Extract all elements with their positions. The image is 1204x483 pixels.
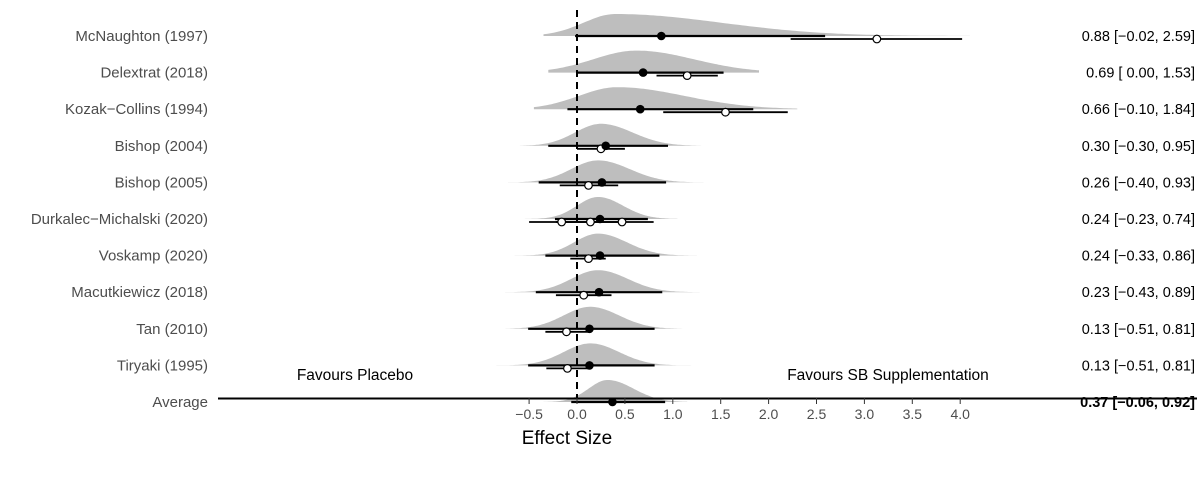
x-tick-label: 0.0 <box>567 406 587 422</box>
observed-point <box>872 34 882 44</box>
study-label: Voskamp (2020) <box>99 248 208 265</box>
observed-point <box>557 217 567 227</box>
estimate-label: 0.26 [−0.40, 0.93] <box>1082 175 1195 191</box>
posterior-point <box>585 324 594 334</box>
density-shape <box>548 50 759 73</box>
posterior-point <box>638 68 648 77</box>
posterior-point <box>635 104 645 114</box>
posterior-point <box>597 178 607 187</box>
x-tick-label: 1.0 <box>663 406 683 422</box>
density-shape <box>543 380 688 402</box>
study-label: Kozak−Collins (1994) <box>65 101 208 118</box>
posterior-point <box>595 214 605 224</box>
estimate-label: 0.66 [−0.10, 1.84] <box>1082 102 1195 118</box>
posterior-point <box>601 141 611 151</box>
estimate-label: 0.24 [−0.23, 0.74] <box>1082 212 1195 228</box>
posterior-point <box>585 361 594 370</box>
observed-point <box>563 364 572 373</box>
estimate-label: 0.88 [−0.02, 2.59] <box>1082 29 1195 45</box>
study-label: Durkalec−Michalski (2020) <box>31 211 208 228</box>
observed-point <box>584 180 593 190</box>
density-layer <box>495 14 970 402</box>
density-shape <box>543 14 970 36</box>
x-tick-label: 3.0 <box>855 406 875 422</box>
density-shape <box>514 233 697 256</box>
x-tick-label: 2.5 <box>807 406 827 422</box>
study-label: Tan (2010) <box>136 321 208 338</box>
x-tick-label: −0.5 <box>515 406 543 422</box>
observed-point <box>579 290 589 300</box>
study-label: Tiryaki (1995) <box>117 357 208 374</box>
x-tick-label: 3.5 <box>903 406 923 422</box>
study-labels: McNaughton (1997) Delextrat (2018) Kozak−C… <box>31 28 208 411</box>
favours-sb-annotation: Favours SB Supplementation <box>787 367 989 384</box>
study-label: Average <box>152 394 208 411</box>
study-label: Bishop (2004) <box>115 138 208 155</box>
observed-point <box>584 254 593 264</box>
observed-point <box>562 327 571 337</box>
x-axis-title: Effect Size <box>522 428 612 449</box>
density-shape <box>524 197 678 219</box>
density-shape <box>517 123 707 146</box>
observed-point <box>721 107 730 117</box>
density-shape <box>498 306 688 329</box>
estimate-label: 0.13 [−0.51, 0.81] <box>1082 322 1195 338</box>
x-tick-label: 0.5 <box>615 406 635 422</box>
point-layer <box>557 31 882 407</box>
estimate-label: 0.37 [−0.06, 0.92] <box>1080 395 1195 411</box>
observed-point <box>682 71 692 80</box>
estimate-labels: 0.88 [−0.02, 2.59] 0.69 [ 0.00, 1.53] 0.66… <box>1080 29 1195 411</box>
estimate-label: 0.13 [−0.51, 0.81] <box>1082 358 1195 374</box>
x-axis-ticks: −0.5 0.0 0.5 1.0 1.5 2.0 2.5 3.0 3.5 4.0 <box>515 398 970 422</box>
x-tick-label: 1.5 <box>711 406 731 422</box>
study-label: McNaughton (1997) <box>75 28 208 45</box>
posterior-point <box>608 397 617 407</box>
density-shape <box>505 270 700 293</box>
favours-placebo-annotation: Favours Placebo <box>297 367 413 384</box>
estimate-label: 0.69 [ 0.00, 1.53] <box>1086 66 1195 82</box>
x-tick-label: 2.0 <box>759 406 779 422</box>
study-label: Bishop (2005) <box>115 174 208 191</box>
observed-point <box>586 217 595 227</box>
posterior-point <box>595 251 605 260</box>
estimate-label: 0.30 [−0.30, 0.95] <box>1082 139 1195 155</box>
posterior-point <box>657 31 666 41</box>
x-tick-label: 4.0 <box>950 406 970 422</box>
observed-point <box>617 217 627 227</box>
study-label: Macutkiewicz (2018) <box>71 284 208 301</box>
density-shape <box>495 343 697 366</box>
estimate-label: 0.24 [−0.33, 0.86] <box>1082 249 1195 265</box>
study-label: Delextrat (2018) <box>100 65 208 82</box>
posterior-point <box>594 287 604 297</box>
density-shape <box>508 160 704 183</box>
density-shape <box>533 87 798 110</box>
estimate-label: 0.23 [−0.43, 0.89] <box>1082 285 1195 301</box>
